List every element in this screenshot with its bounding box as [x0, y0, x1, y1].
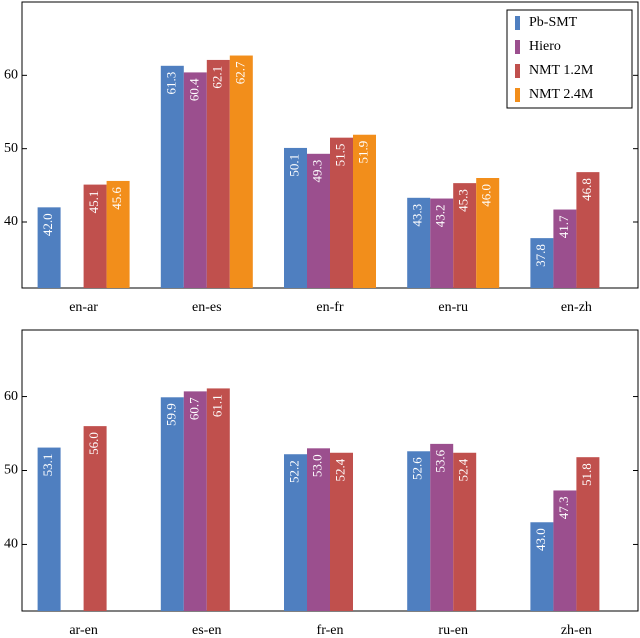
bar	[553, 209, 577, 288]
x-tick-label: zh-en	[561, 623, 592, 638]
legend-label: NMT 1.2M	[529, 63, 594, 78]
bar	[576, 457, 600, 611]
value-label: 62.7	[232, 61, 247, 84]
x-tick-label: es-en	[192, 623, 222, 638]
bar	[160, 397, 184, 611]
value-label: 56.0	[86, 432, 101, 455]
value-label: 47.3	[556, 496, 571, 519]
bar	[83, 426, 107, 611]
value-label: 49.3	[309, 160, 324, 183]
x-tick-label: en-es	[192, 300, 222, 315]
value-label: 51.9	[355, 141, 370, 164]
value-label: 52.6	[410, 457, 425, 480]
y-tick-label: 60	[4, 68, 18, 83]
value-label: 43.3	[410, 204, 425, 227]
value-label: 37.8	[533, 244, 548, 267]
value-label: 45.6	[109, 186, 124, 209]
bar	[284, 454, 307, 611]
legend-label: NMT 2.4M	[529, 87, 594, 102]
legend-label: Pb-SMT	[529, 15, 578, 30]
y-tick-label: 40	[4, 537, 18, 552]
x-tick-label: ru-en	[438, 623, 468, 638]
bar	[183, 391, 207, 611]
bar	[106, 180, 130, 288]
legend-swatch	[515, 16, 520, 30]
y-tick-label: 40	[4, 214, 18, 229]
value-label: 60.7	[186, 397, 201, 420]
x-tick-label: en-ar	[69, 300, 98, 315]
bar	[206, 388, 230, 611]
x-tick-label: en-fr	[316, 300, 344, 315]
y-tick-label: 50	[4, 141, 18, 156]
bar	[407, 197, 431, 288]
bar	[430, 443, 454, 611]
x-tick-label: fr-en	[317, 623, 344, 638]
y-tick-label: 60	[4, 389, 18, 404]
bar	[284, 147, 307, 288]
value-label: 61.1	[209, 394, 224, 417]
value-label: 59.9	[163, 403, 178, 426]
bar	[576, 172, 600, 288]
value-label: 45.1	[86, 191, 101, 214]
value-label: 53.0	[309, 454, 324, 477]
legend-label: Hiero	[529, 39, 561, 54]
x-tick-label: ar-en	[69, 623, 97, 638]
value-label: 43.0	[533, 528, 548, 551]
value-label: 52.4	[456, 458, 471, 481]
bar	[530, 522, 554, 611]
bar	[37, 447, 61, 611]
legend-swatch	[515, 64, 520, 78]
bar	[476, 178, 500, 288]
value-label: 52.2	[286, 460, 301, 483]
x-tick-label: en-zh	[561, 300, 592, 315]
value-label: 46.0	[479, 184, 494, 207]
bar	[453, 183, 477, 288]
bar	[307, 153, 330, 288]
bar	[330, 452, 353, 611]
bar	[160, 65, 184, 288]
bar	[83, 184, 107, 288]
value-label: 61.3	[163, 72, 178, 95]
value-label: 62.1	[209, 66, 224, 89]
x-tick-label: en-ru	[438, 300, 468, 315]
value-label: 52.4	[332, 458, 347, 481]
bar	[307, 448, 330, 611]
bar	[330, 137, 353, 288]
bar	[430, 198, 454, 288]
value-label: 51.5	[332, 144, 347, 167]
value-label: 51.8	[579, 463, 594, 486]
value-label: 43.2	[433, 205, 448, 228]
bar	[530, 238, 554, 288]
bar	[453, 452, 477, 611]
y-tick-label: 50	[4, 463, 18, 478]
value-label: 53.1	[40, 454, 55, 477]
value-label: 45.3	[456, 189, 471, 212]
bar	[37, 207, 61, 288]
value-label: 60.4	[186, 78, 201, 101]
value-label: 41.7	[556, 215, 571, 238]
value-label: 53.6	[433, 449, 448, 472]
bar	[183, 72, 207, 289]
value-label: 42.0	[40, 213, 55, 236]
bar	[407, 451, 431, 611]
legend-swatch	[515, 88, 520, 102]
value-label: 46.8	[579, 178, 594, 201]
bar	[229, 55, 253, 289]
bar	[353, 134, 376, 288]
value-label: 50.1	[286, 154, 301, 177]
legend-box	[506, 9, 633, 109]
bar	[553, 490, 577, 611]
legend-swatch	[515, 40, 520, 54]
bar	[206, 59, 230, 288]
